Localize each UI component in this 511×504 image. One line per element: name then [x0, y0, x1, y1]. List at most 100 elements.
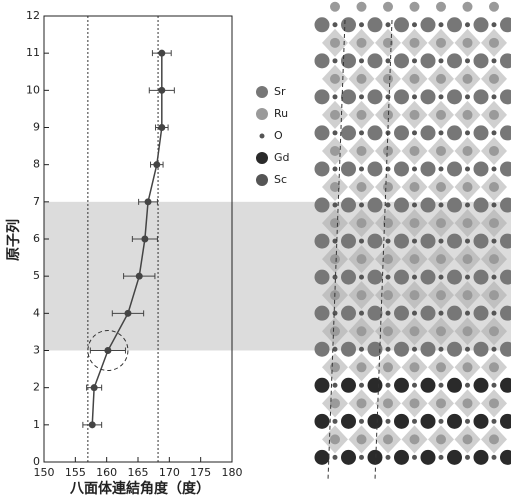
a-site-atom [500, 53, 511, 68]
ru-atom [463, 326, 473, 336]
o-atom [439, 166, 444, 171]
o-atom [412, 22, 417, 27]
o-atom [465, 383, 470, 388]
o-atom [492, 383, 497, 388]
o-atom [492, 94, 497, 99]
data-point [158, 124, 165, 131]
a-site-atom [447, 161, 462, 176]
a-site-atom [315, 378, 330, 393]
a-site-atom [447, 306, 462, 321]
ru-atom [489, 290, 499, 300]
ru-atom [410, 290, 420, 300]
a-site-atom [368, 414, 383, 429]
ru-atom [357, 38, 367, 48]
a-site-atom [341, 450, 356, 465]
a-site-atom [368, 161, 383, 176]
y-tick-label: 10 [26, 83, 40, 96]
o-atom [465, 58, 470, 63]
a-site-atom [341, 17, 356, 32]
ru-atom [463, 434, 473, 444]
ru-atom [383, 326, 393, 336]
a-site-atom [341, 125, 356, 140]
ru-atom [410, 110, 420, 120]
ru-atom [436, 182, 446, 192]
a-site-atom [394, 89, 409, 104]
y-tick-label: 5 [33, 269, 40, 282]
o-atom [386, 94, 391, 99]
a-site-atom [474, 17, 489, 32]
o-atom [412, 311, 417, 316]
ru-atom [436, 398, 446, 408]
ru-atom [410, 182, 420, 192]
o-atom [465, 347, 470, 352]
ru-atom [436, 290, 446, 300]
a-site-atom [474, 89, 489, 104]
o-atom [492, 275, 497, 280]
a-site-atom [315, 270, 330, 285]
a-site-atom [447, 378, 462, 393]
ru-atom [463, 146, 473, 156]
a-site-atom [421, 17, 436, 32]
ru-atom [436, 38, 446, 48]
a-site-atom [315, 450, 330, 465]
a-site-atom [394, 270, 409, 285]
o-atom [492, 130, 497, 135]
a-site-atom [341, 270, 356, 285]
a-site-atom [394, 17, 409, 32]
o-atom [386, 347, 391, 352]
ru-atom [489, 38, 499, 48]
o-atom [465, 311, 470, 316]
o-atom [359, 130, 364, 135]
o-atom [359, 22, 364, 27]
o-atom [412, 419, 417, 424]
o-atom [492, 347, 497, 352]
o-atom [465, 130, 470, 135]
a-site-atom [421, 414, 436, 429]
o-atom [359, 275, 364, 280]
ru-atom [383, 398, 393, 408]
o-atom [333, 383, 338, 388]
ru-atom [410, 254, 420, 264]
ru-atom [489, 2, 499, 12]
ru-atom [383, 146, 393, 156]
x-tick-label: 160 [96, 466, 117, 479]
data-point [136, 273, 143, 280]
a-site-atom [421, 270, 436, 285]
legend-label: Ru [274, 107, 288, 120]
a-site-atom [421, 450, 436, 465]
a-site-atom [447, 53, 462, 68]
ru-atom [436, 218, 446, 228]
a-site-atom [394, 53, 409, 68]
ru-atom [330, 110, 340, 120]
o-atom [465, 203, 470, 208]
ru-atom [463, 2, 473, 12]
a-site-atom [368, 450, 383, 465]
y-tick-label: 1 [33, 418, 40, 431]
a-site-atom [341, 414, 356, 429]
ru-atom [463, 218, 473, 228]
a-site-atom [341, 378, 356, 393]
ru-atom [463, 182, 473, 192]
a-site-atom [421, 342, 436, 357]
ru-atom [383, 362, 393, 372]
a-site-atom [394, 161, 409, 176]
o-atom [333, 94, 338, 99]
ru-atom [436, 362, 446, 372]
o-atom [386, 275, 391, 280]
a-site-atom [394, 342, 409, 357]
a-site-atom [474, 161, 489, 176]
o-atom [359, 166, 364, 171]
a-site-atom [447, 270, 462, 285]
o-atom [439, 203, 444, 208]
a-site-atom [447, 414, 462, 429]
ru-atom [357, 74, 367, 84]
ru-atom [410, 2, 420, 12]
data-point [89, 421, 96, 428]
o-atom [465, 275, 470, 280]
a-site-atom [500, 161, 511, 176]
ru-atom [357, 326, 367, 336]
data-point [158, 50, 165, 57]
o-atom [333, 166, 338, 171]
a-site-atom [341, 234, 356, 249]
a-site-atom [394, 414, 409, 429]
